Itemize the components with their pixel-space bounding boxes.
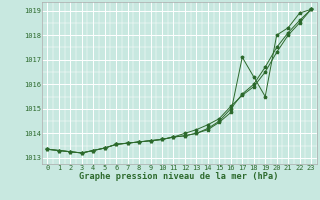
X-axis label: Graphe pression niveau de la mer (hPa): Graphe pression niveau de la mer (hPa)	[79, 172, 279, 181]
